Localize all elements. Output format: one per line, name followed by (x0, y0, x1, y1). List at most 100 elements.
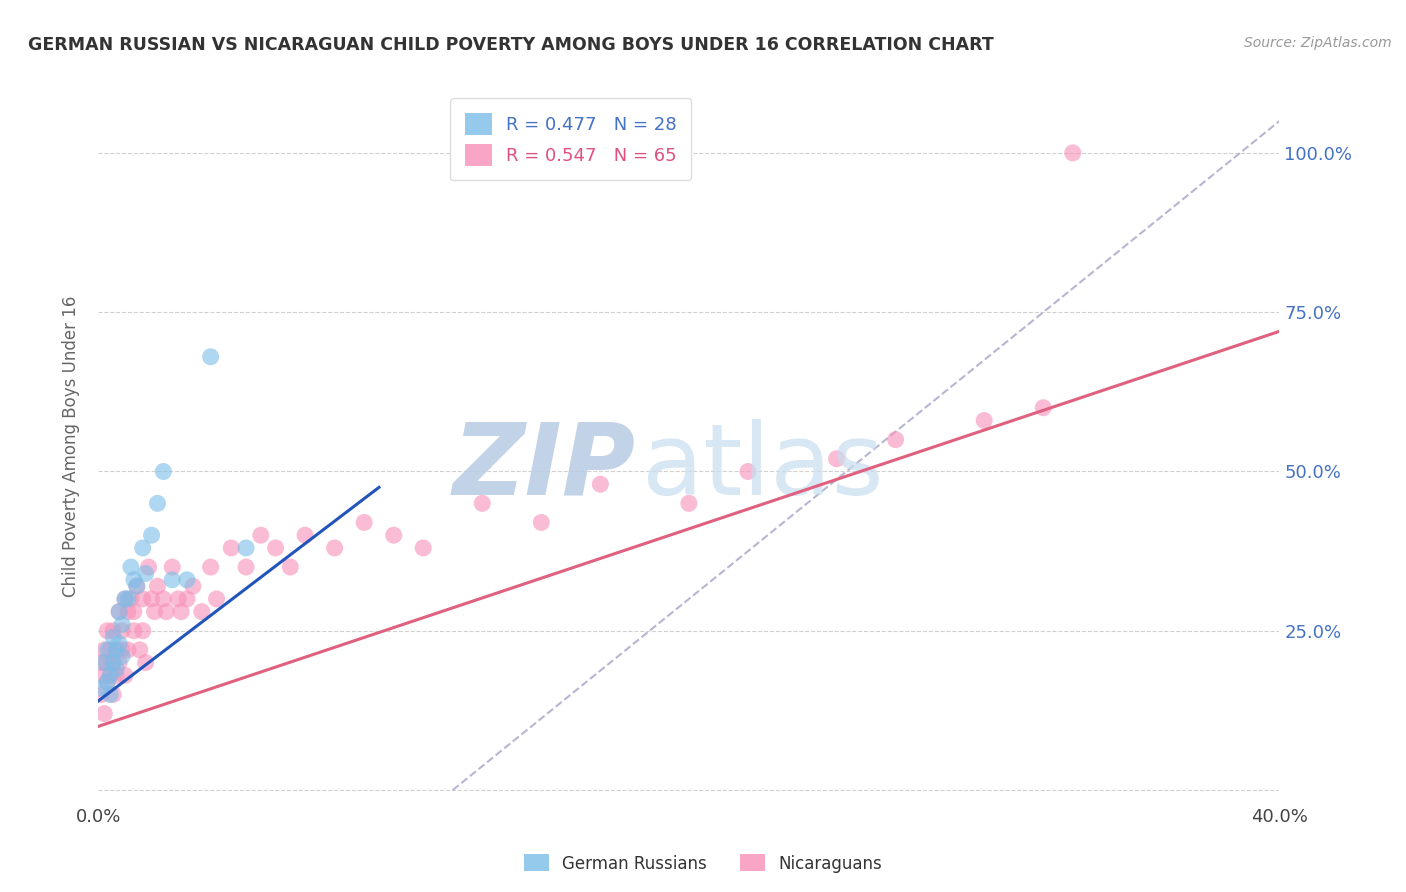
Point (96, 624, 118, 638)
Point (167, 591, 190, 606)
Point (135, 566, 157, 581)
Point (382, 528, 405, 542)
Point (105, 662, 128, 676)
Point (152, 465, 174, 479)
Point (135, 656, 157, 670)
Point (1062, 145, 1084, 160)
Point (105, 643, 128, 657)
Text: Source: ZipAtlas.com: Source: ZipAtlas.com (1244, 36, 1392, 50)
Point (122, 605, 145, 619)
Point (471, 496, 494, 510)
Point (103, 630, 125, 644)
Point (98, 668, 121, 682)
Point (264, 541, 287, 555)
Point (737, 465, 759, 479)
Point (162, 573, 183, 587)
Point (120, 560, 142, 574)
Point (117, 605, 139, 619)
Point (103, 688, 125, 702)
Point (111, 649, 134, 664)
Point (108, 605, 131, 619)
Point (353, 516, 375, 530)
Point (117, 643, 139, 657)
Text: atlas: atlas (641, 419, 883, 516)
Point (93, 656, 115, 670)
Point (125, 579, 148, 593)
Point (93, 668, 115, 682)
Point (294, 528, 316, 542)
Point (111, 624, 134, 638)
Point (132, 624, 155, 638)
Point (114, 591, 136, 606)
Point (103, 624, 125, 638)
Point (105, 668, 128, 682)
Point (155, 605, 177, 619)
Point (114, 668, 136, 682)
Point (146, 579, 169, 593)
Point (93, 706, 115, 721)
Point (191, 605, 214, 619)
Point (120, 591, 142, 606)
Point (111, 617, 134, 632)
Point (141, 528, 163, 542)
Point (219, 541, 242, 555)
Point (111, 643, 134, 657)
Point (125, 579, 148, 593)
Point (141, 591, 163, 606)
Point (96, 656, 118, 670)
Y-axis label: Child Poverty Among Boys Under 16: Child Poverty Among Boys Under 16 (62, 295, 80, 597)
Point (108, 605, 131, 619)
Point (90, 681, 112, 695)
Point (176, 573, 198, 587)
Point (250, 528, 273, 542)
Point (108, 656, 131, 670)
Point (162, 560, 183, 574)
Point (973, 413, 995, 427)
Point (96, 674, 118, 689)
Point (105, 643, 128, 657)
Point (181, 579, 204, 593)
Text: ZIP: ZIP (453, 419, 636, 516)
Point (143, 605, 166, 619)
Point (98, 643, 121, 657)
Point (323, 541, 346, 555)
Point (114, 591, 136, 606)
Legend: R = 0.477   N = 28, R = 0.547   N = 65: R = 0.477 N = 28, R = 0.547 N = 65 (450, 98, 692, 180)
Point (825, 451, 848, 466)
Point (117, 591, 139, 606)
Point (200, 560, 222, 574)
Point (132, 541, 155, 555)
Point (146, 496, 169, 510)
Point (235, 560, 257, 574)
Point (200, 350, 222, 364)
Point (122, 624, 145, 638)
Point (205, 591, 228, 606)
Point (530, 516, 553, 530)
Point (884, 433, 907, 447)
Point (128, 643, 150, 657)
Point (90, 688, 112, 702)
Text: GERMAN RUSSIAN VS NICARAGUAN CHILD POVERTY AMONG BOYS UNDER 16 CORRELATION CHART: GERMAN RUSSIAN VS NICARAGUAN CHILD POVER… (28, 36, 994, 54)
Point (96, 674, 118, 689)
Point (1032, 401, 1054, 415)
Point (96, 643, 118, 657)
Point (103, 656, 125, 670)
Point (103, 656, 125, 670)
Legend: German Russians, Nicaraguans: German Russians, Nicaraguans (517, 847, 889, 880)
Point (589, 477, 612, 491)
Point (132, 591, 155, 606)
Point (98, 688, 121, 702)
Point (93, 643, 115, 657)
Point (138, 560, 160, 574)
Point (235, 541, 257, 555)
Point (278, 560, 302, 574)
Point (152, 591, 174, 606)
Point (412, 541, 434, 555)
Point (122, 573, 145, 587)
Point (678, 496, 700, 510)
Point (176, 591, 198, 606)
Point (98, 668, 121, 682)
Point (170, 605, 193, 619)
Point (90, 656, 112, 670)
Point (108, 636, 131, 650)
